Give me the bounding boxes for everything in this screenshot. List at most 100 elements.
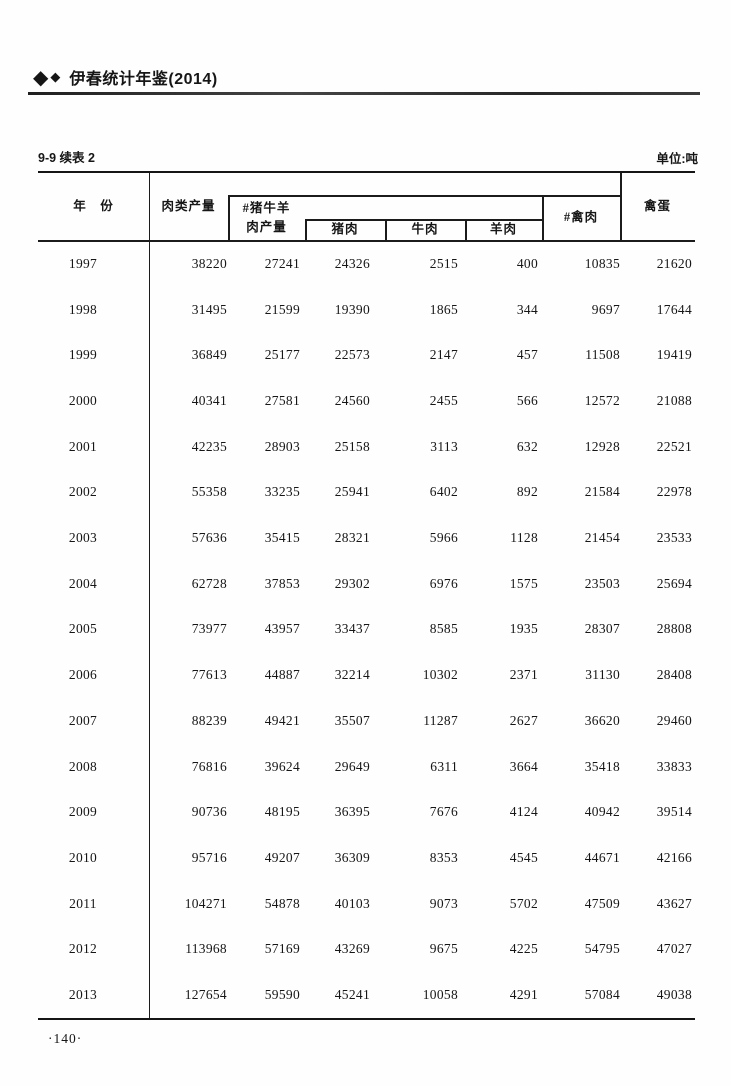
- value-cell: 73977: [191, 621, 227, 637]
- value-cell: 344: [516, 301, 538, 317]
- value-cell: 25941: [334, 484, 370, 500]
- table-continuation-label: 9-9 续表 2: [38, 151, 95, 165]
- value-cell: 9697: [591, 301, 620, 317]
- subgroup-top-rule: [228, 195, 620, 197]
- table-row: 2012 113968 57169 43269 9675 4225 54795 47027: [38, 927, 695, 973]
- value-cell: 12928: [584, 438, 620, 454]
- value-cell: 4225: [509, 941, 538, 957]
- value-cell: 892: [516, 484, 538, 500]
- value-cell: 21584: [584, 484, 620, 500]
- value-cell: 632: [516, 438, 538, 454]
- value-cell: 21599: [264, 301, 300, 317]
- value-cell: 11508: [585, 347, 620, 363]
- value-cell: 1865: [429, 301, 458, 317]
- value-cell: 43627: [656, 895, 692, 911]
- column-header-eggs: 禽蛋: [643, 199, 671, 214]
- value-cell: 8585: [429, 621, 458, 637]
- header-rule: [28, 92, 700, 95]
- value-cell: 39624: [264, 758, 300, 774]
- diamond-small-icon: ◆: [50, 69, 61, 85]
- value-cell: 25694: [656, 575, 692, 591]
- value-cell: 35418: [584, 758, 620, 774]
- value-cell: 28903: [264, 438, 300, 454]
- value-cell: 1575: [509, 575, 538, 591]
- column-header-mutton: 羊肉: [489, 222, 517, 237]
- table-row: 2002 55358 33235 25941 6402 892 21584 22978: [38, 470, 695, 516]
- value-cell: 8353: [429, 849, 458, 865]
- diamond-large-icon: ◆: [33, 65, 49, 89]
- value-cell: 28307: [584, 621, 620, 637]
- table-row: 2004 62728 37853 29302 6976 1575 23503 25694: [38, 561, 695, 607]
- value-cell: 2515: [429, 255, 458, 271]
- value-cell: 3664: [509, 758, 538, 774]
- value-cell: 1128: [510, 530, 538, 546]
- table-row: 2013 127654 59590 45241 10058 4291 57084 49038: [38, 972, 695, 1018]
- year-cell: 2005: [68, 621, 98, 637]
- value-cell: 90736: [191, 804, 227, 820]
- page-number: ·140·: [48, 1031, 83, 1046]
- value-cell: 44887: [264, 667, 300, 683]
- table-row: 2008 76816 39624 29649 6311 3664 35418 33833: [38, 744, 695, 790]
- value-cell: 57084: [584, 987, 620, 1003]
- column-header-year: 年 份: [73, 199, 114, 214]
- value-cell: 7676: [429, 804, 458, 820]
- value-cell: 37853: [264, 575, 300, 591]
- value-cell: 1935: [509, 621, 538, 637]
- year-cell: 2000: [68, 392, 98, 408]
- value-cell: 19390: [334, 301, 370, 317]
- table-row: 2000 40341 27581 24560 2455 566 12572 21088: [38, 378, 695, 424]
- value-cell: 29460: [656, 712, 692, 728]
- value-cell: 45241: [334, 987, 370, 1003]
- table-row: 1999 36849 25177 22573 2147 457 11508 19419: [38, 332, 695, 378]
- data-table: 年 份 肉类产量 #猪牛羊 肉产量 猪肉 牛肉 羊肉 #禽肉 禽蛋 1997 38…: [38, 171, 695, 1020]
- value-cell: 44671: [584, 849, 620, 865]
- subgroup-left-rule: [228, 195, 230, 241]
- value-cell: 4124: [509, 804, 538, 820]
- year-cell: 2013: [68, 987, 98, 1003]
- value-cell: 42235: [191, 438, 227, 454]
- value-cell: 48195: [264, 804, 300, 820]
- value-cell: 10058: [422, 987, 458, 1003]
- value-cell: 9675: [429, 941, 458, 957]
- value-cell: 43269: [334, 941, 370, 957]
- value-cell: 10302: [422, 667, 458, 683]
- year-column-rule: [148, 173, 150, 1018]
- value-cell: 40103: [334, 895, 370, 911]
- column-header-pig-cattle-sheep: #猪牛羊 肉产量: [228, 195, 305, 240]
- column-header-poultry-meat: #禽肉: [563, 210, 599, 225]
- value-cell: 19419: [656, 347, 692, 363]
- value-cell: 31130: [585, 667, 620, 683]
- value-cell: 28408: [656, 667, 692, 683]
- value-cell: 28808: [656, 621, 692, 637]
- year-cell: 2011: [69, 895, 97, 911]
- value-cell: 49421: [264, 712, 300, 728]
- value-cell: 57169: [264, 941, 300, 957]
- value-cell: 54878: [264, 895, 300, 911]
- value-cell: 33833: [656, 758, 692, 774]
- value-cell: 5966: [429, 530, 458, 546]
- value-cell: 6976: [429, 575, 458, 591]
- value-cell: 566: [516, 392, 538, 408]
- table-row: 2009 90736 48195 36395 7676 4124 40942 39514: [38, 789, 695, 835]
- value-cell: 23533: [656, 530, 692, 546]
- value-cell: 31495: [191, 301, 227, 317]
- value-cell: 25177: [264, 347, 300, 363]
- year-cell: 2010: [68, 849, 98, 865]
- year-cell: 1997: [68, 255, 98, 271]
- value-cell: 24560: [334, 392, 370, 408]
- value-cell: 11287: [423, 712, 458, 728]
- value-cell: 22521: [656, 438, 692, 454]
- value-cell: 62728: [191, 575, 227, 591]
- value-cell: 49038: [656, 987, 692, 1003]
- pork-left-rule: [305, 219, 307, 241]
- value-cell: 77613: [191, 667, 227, 683]
- year-cell: 2006: [68, 667, 98, 683]
- unit-label: 单位:吨: [656, 152, 698, 166]
- table-body: 1997 38220 27241 24326 2515 400 10835 21620 1998…: [38, 241, 695, 1018]
- value-cell: 42166: [656, 849, 692, 865]
- value-cell: 36620: [584, 712, 620, 728]
- column-header-meat-total: 肉类产量: [161, 199, 216, 214]
- breakdown-top-rule: [305, 219, 542, 221]
- value-cell: 55358: [191, 484, 227, 500]
